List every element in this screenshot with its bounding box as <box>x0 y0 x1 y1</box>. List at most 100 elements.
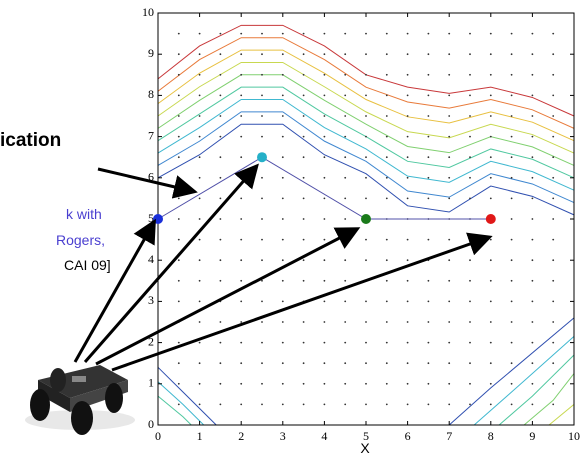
lattice-dot <box>261 135 263 138</box>
lattice-dot <box>177 197 180 200</box>
lattice-dot <box>177 300 180 303</box>
lattice-dot <box>365 53 367 56</box>
lattice-dot <box>323 341 326 344</box>
lattice-dot <box>302 73 305 76</box>
x-tick-label: 3 <box>280 429 286 443</box>
lattice-dot <box>177 53 180 56</box>
lattice-dot <box>427 362 430 365</box>
lattice-dot <box>489 53 492 56</box>
lattice-dot <box>531 382 534 385</box>
lattice-dot <box>281 73 284 76</box>
lattice-dot <box>219 382 222 385</box>
lattice-dot <box>531 135 534 138</box>
lattice-dot <box>489 73 492 76</box>
lattice-dot <box>344 362 347 365</box>
y-tick-label: 3 <box>148 293 154 307</box>
lattice-dot <box>510 403 513 406</box>
lattice-dot <box>385 115 388 117</box>
lattice-dot <box>177 94 180 97</box>
lattice-dot <box>406 403 409 406</box>
contour <box>157 366 217 426</box>
lattice-dot <box>219 73 222 76</box>
contour <box>157 99 575 191</box>
lattice-dot <box>489 321 492 323</box>
lattice-dot <box>552 135 555 138</box>
lattice-dot <box>469 403 471 406</box>
lattice-dot <box>323 382 326 385</box>
lattice-dot <box>323 94 326 97</box>
lattice-dot <box>406 135 409 138</box>
lattice-dot <box>281 279 284 282</box>
lattice-dot <box>510 53 513 56</box>
lattice-dot <box>323 218 326 220</box>
lattice-dot <box>198 53 201 56</box>
lattice-dot <box>427 403 430 406</box>
contour <box>157 123 575 216</box>
lattice-dot <box>469 156 471 159</box>
lattice-dot <box>365 238 367 241</box>
y-tick-label: 9 <box>148 46 154 60</box>
lattice-dot <box>198 115 201 117</box>
lattice-dot <box>469 259 471 262</box>
lattice-dot <box>489 279 492 282</box>
contour <box>548 392 575 426</box>
lattice-dot <box>302 176 305 179</box>
lattice-dot <box>531 156 534 159</box>
lattice-dot <box>552 321 555 323</box>
lattice-dot <box>406 238 409 241</box>
lattice-dot <box>323 403 326 406</box>
lattice-dot <box>281 238 284 241</box>
lattice-dot <box>240 32 243 35</box>
lattice-dot <box>385 238 388 241</box>
lattice-dot <box>302 32 305 35</box>
lattice-dot <box>302 362 305 365</box>
lattice-dot <box>261 238 263 241</box>
lattice-dot <box>448 341 451 344</box>
lattice-dot <box>323 115 326 117</box>
lattice-dot <box>281 176 284 179</box>
lattice-dot <box>177 32 180 35</box>
lattice-dot <box>448 238 451 241</box>
lattice-dot <box>302 403 305 406</box>
lattice-dot <box>448 300 451 303</box>
lattice-dot <box>552 156 555 159</box>
lattice-dot <box>552 403 555 406</box>
lattice-dot <box>427 115 430 117</box>
lattice-dot <box>323 300 326 303</box>
lattice-dot <box>281 382 284 385</box>
lattice-dot <box>510 362 513 365</box>
lattice-dot <box>323 362 326 365</box>
lattice-dot <box>531 300 534 303</box>
lattice-dot <box>198 197 201 200</box>
lattice-dot <box>469 362 471 365</box>
contour <box>157 49 575 142</box>
lattice-dot <box>365 73 367 76</box>
x-tick-label: 6 <box>405 429 411 443</box>
lattice-dot <box>261 73 263 76</box>
lattice-dot <box>427 300 430 303</box>
lattice-dot <box>510 321 513 323</box>
lattice-dot <box>261 176 263 179</box>
lattice-dot <box>406 94 409 97</box>
lattice-dot <box>385 382 388 385</box>
lattice-dot <box>177 362 180 365</box>
lattice-dot <box>510 341 513 344</box>
lattice-dot <box>261 218 263 220</box>
annotation: Rogers, <box>56 232 105 248</box>
lattice-dot <box>219 115 222 117</box>
lattice-dot <box>510 197 513 200</box>
lattice-dot <box>385 176 388 179</box>
lattice-dot <box>261 53 263 56</box>
lattice-dot <box>489 115 492 117</box>
lattice-dot <box>261 259 263 262</box>
lattice-dot <box>552 53 555 56</box>
lattice-dot <box>302 53 305 56</box>
lattice-dot <box>344 197 347 200</box>
lattice-dot <box>448 403 451 406</box>
lattice-dot <box>531 341 534 344</box>
lattice-dot <box>281 53 284 56</box>
lattice-dot <box>177 259 180 262</box>
x-tick-label: 8 <box>488 429 494 443</box>
contour <box>498 354 575 426</box>
lattice-dot <box>448 73 451 76</box>
